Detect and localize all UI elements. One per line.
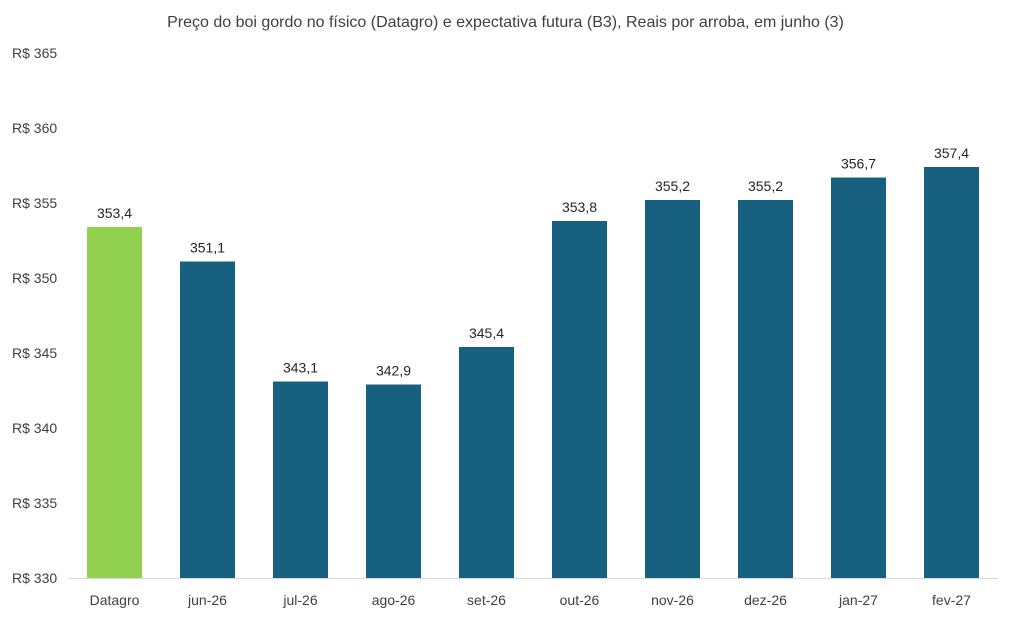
y-tick-label: R$ 340 (12, 420, 57, 436)
chart-title: Preço do boi gordo no físico (Datagro) e… (167, 14, 844, 31)
x-tick-label: set-26 (467, 592, 506, 608)
bar-datagro (87, 227, 142, 578)
bar-jul-26 (273, 381, 328, 578)
bar-ago-26 (366, 384, 421, 578)
bar-jan-27 (831, 177, 886, 578)
bar-jun-26 (180, 261, 235, 578)
y-tick-label: R$ 350 (12, 270, 57, 286)
y-tick-label: R$ 330 (12, 570, 57, 586)
x-tick-label: Datagro (90, 592, 140, 608)
bar-dez-26 (738, 200, 793, 578)
x-tick-label: ago-26 (372, 592, 416, 608)
y-tick-label: R$ 355 (12, 195, 57, 211)
x-tick-label: jun-26 (187, 592, 227, 608)
y-axis: R$ 330 R$ 335 R$ 340 R$ 345 R$ 350 R$ 355 R$ 3… (12, 45, 57, 586)
x-axis: Datagro jun-26 jul-26 ago-26 set-26 out-26 nov… (68, 578, 998, 608)
bar-set-26 (459, 347, 514, 578)
x-tick-label: fev-27 (932, 592, 971, 608)
y-tick-label: R$ 335 (12, 495, 57, 511)
x-tick-label: out-26 (560, 592, 600, 608)
y-tick-label: R$ 360 (12, 120, 57, 136)
data-label: 356,7 (841, 156, 876, 172)
y-tick-label: R$ 365 (12, 45, 57, 61)
data-label: 345,4 (469, 325, 504, 341)
x-tick-label: jan-27 (838, 592, 878, 608)
x-tick-label: dez-26 (744, 592, 787, 608)
bar-out-26 (552, 221, 607, 578)
bar-fev-27 (924, 167, 979, 578)
data-label: 342,9 (376, 363, 411, 379)
data-label: 343,1 (283, 360, 318, 376)
data-label: 351,1 (190, 240, 225, 256)
data-label: 353,8 (562, 199, 597, 215)
data-labels: 353,4 351,1 343,1 342,9 345,4 353,8 355,2 355,2… (97, 145, 969, 379)
bar-nov-26 (645, 200, 700, 578)
x-tick-label: nov-26 (651, 592, 694, 608)
bar-series (87, 167, 979, 578)
data-label: 355,2 (655, 178, 690, 194)
data-label: 355,2 (748, 178, 783, 194)
data-label: 353,4 (97, 205, 132, 221)
x-tick-label: jul-26 (282, 592, 317, 608)
data-label: 357,4 (934, 145, 969, 161)
y-tick-label: R$ 345 (12, 345, 57, 361)
